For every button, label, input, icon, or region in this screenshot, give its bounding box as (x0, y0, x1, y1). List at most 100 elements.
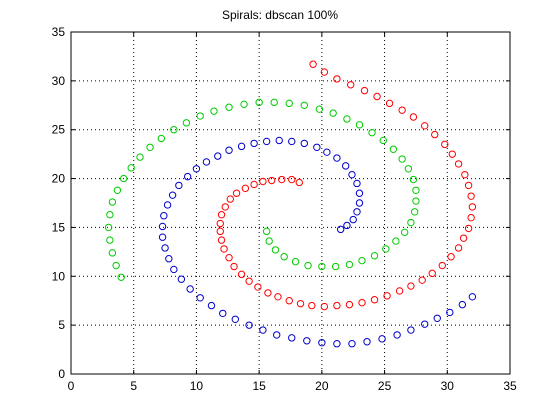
data-point (313, 143, 321, 152)
data-point (202, 158, 211, 166)
data-point (431, 130, 439, 139)
data-point (157, 134, 166, 143)
data-point (363, 338, 371, 346)
data-point (370, 252, 379, 260)
data-point (360, 86, 369, 95)
data-point (108, 249, 117, 257)
x-tick-label: 0 (68, 379, 75, 393)
data-point (182, 119, 191, 127)
data-point (447, 253, 455, 261)
data-point (333, 301, 341, 310)
y-tick-label: 15 (52, 220, 66, 234)
y-tick-label: 10 (52, 269, 66, 283)
data-point (163, 201, 172, 209)
data-point (370, 296, 379, 304)
data-point (295, 178, 303, 187)
data-point (255, 98, 263, 107)
data-point (219, 309, 227, 318)
data-point (225, 103, 233, 111)
data-point (220, 245, 228, 253)
data-point (285, 99, 293, 108)
data-point (264, 289, 272, 297)
data-point (393, 331, 401, 339)
data-point (168, 191, 177, 199)
data-point (225, 146, 233, 154)
data-point (333, 340, 341, 348)
data-point (288, 175, 296, 184)
data-point (392, 237, 400, 245)
data-point (285, 297, 293, 305)
plot-area (71, 32, 510, 374)
data-point (288, 137, 296, 146)
y-tick-label: 30 (52, 74, 66, 88)
y-tick-label: 20 (52, 172, 66, 186)
data-point (216, 219, 224, 228)
data-point (165, 254, 173, 263)
data-point (254, 283, 262, 291)
data-point (250, 180, 258, 189)
data-point (296, 299, 305, 308)
data-point (267, 176, 276, 185)
x-tick-label: 15 (252, 379, 266, 393)
data-point (467, 213, 475, 222)
data-point (368, 128, 376, 137)
data-point (291, 257, 300, 266)
data-point (428, 269, 436, 278)
data-point (245, 321, 253, 329)
data-point (113, 186, 122, 194)
data-point (398, 106, 406, 114)
data-point (404, 165, 413, 173)
data-point (273, 331, 281, 339)
x-tick-label: 10 (190, 379, 204, 393)
data-point (355, 189, 364, 197)
x-tick-label: 30 (441, 379, 455, 393)
data-point (207, 301, 216, 310)
data-point (464, 181, 473, 190)
data-point (446, 308, 454, 317)
data-point (232, 189, 241, 197)
data-point (221, 203, 229, 211)
x-tick-label: 5 (130, 379, 137, 393)
data-point (349, 215, 357, 224)
data-point (119, 174, 128, 183)
data-point (358, 256, 366, 265)
data-point (407, 282, 415, 290)
data-point (320, 68, 329, 76)
data-point (158, 233, 167, 241)
data-point (231, 315, 240, 323)
data-point (441, 140, 449, 149)
data-point (237, 270, 246, 279)
data-point (461, 170, 469, 179)
y-tick-label: 0 (58, 367, 65, 381)
data-point (318, 262, 326, 271)
data-point (170, 126, 178, 134)
data-point (177, 275, 186, 283)
data-point (304, 261, 312, 270)
data-point (398, 155, 406, 163)
data-point (412, 186, 420, 194)
data-point (308, 301, 316, 310)
data-point (303, 337, 311, 345)
data-point (353, 208, 361, 216)
chart-title: Spirals: dbscan 100% (221, 8, 339, 22)
x-tick-label: 35 (503, 379, 517, 393)
data-point (161, 244, 169, 252)
data-point (464, 224, 473, 233)
data-point (183, 172, 192, 181)
data-point (300, 139, 308, 148)
data-point (320, 302, 329, 311)
data-point (331, 262, 340, 271)
data-point (341, 162, 350, 170)
data-point (278, 175, 286, 184)
data-point (170, 265, 178, 274)
data-point (407, 326, 415, 334)
x-tick-label: 20 (315, 379, 329, 393)
data-point (106, 236, 114, 244)
data-point (315, 105, 324, 113)
data-point (318, 339, 326, 347)
data-point (214, 152, 222, 160)
data-point (438, 261, 446, 270)
data-point (353, 179, 361, 188)
